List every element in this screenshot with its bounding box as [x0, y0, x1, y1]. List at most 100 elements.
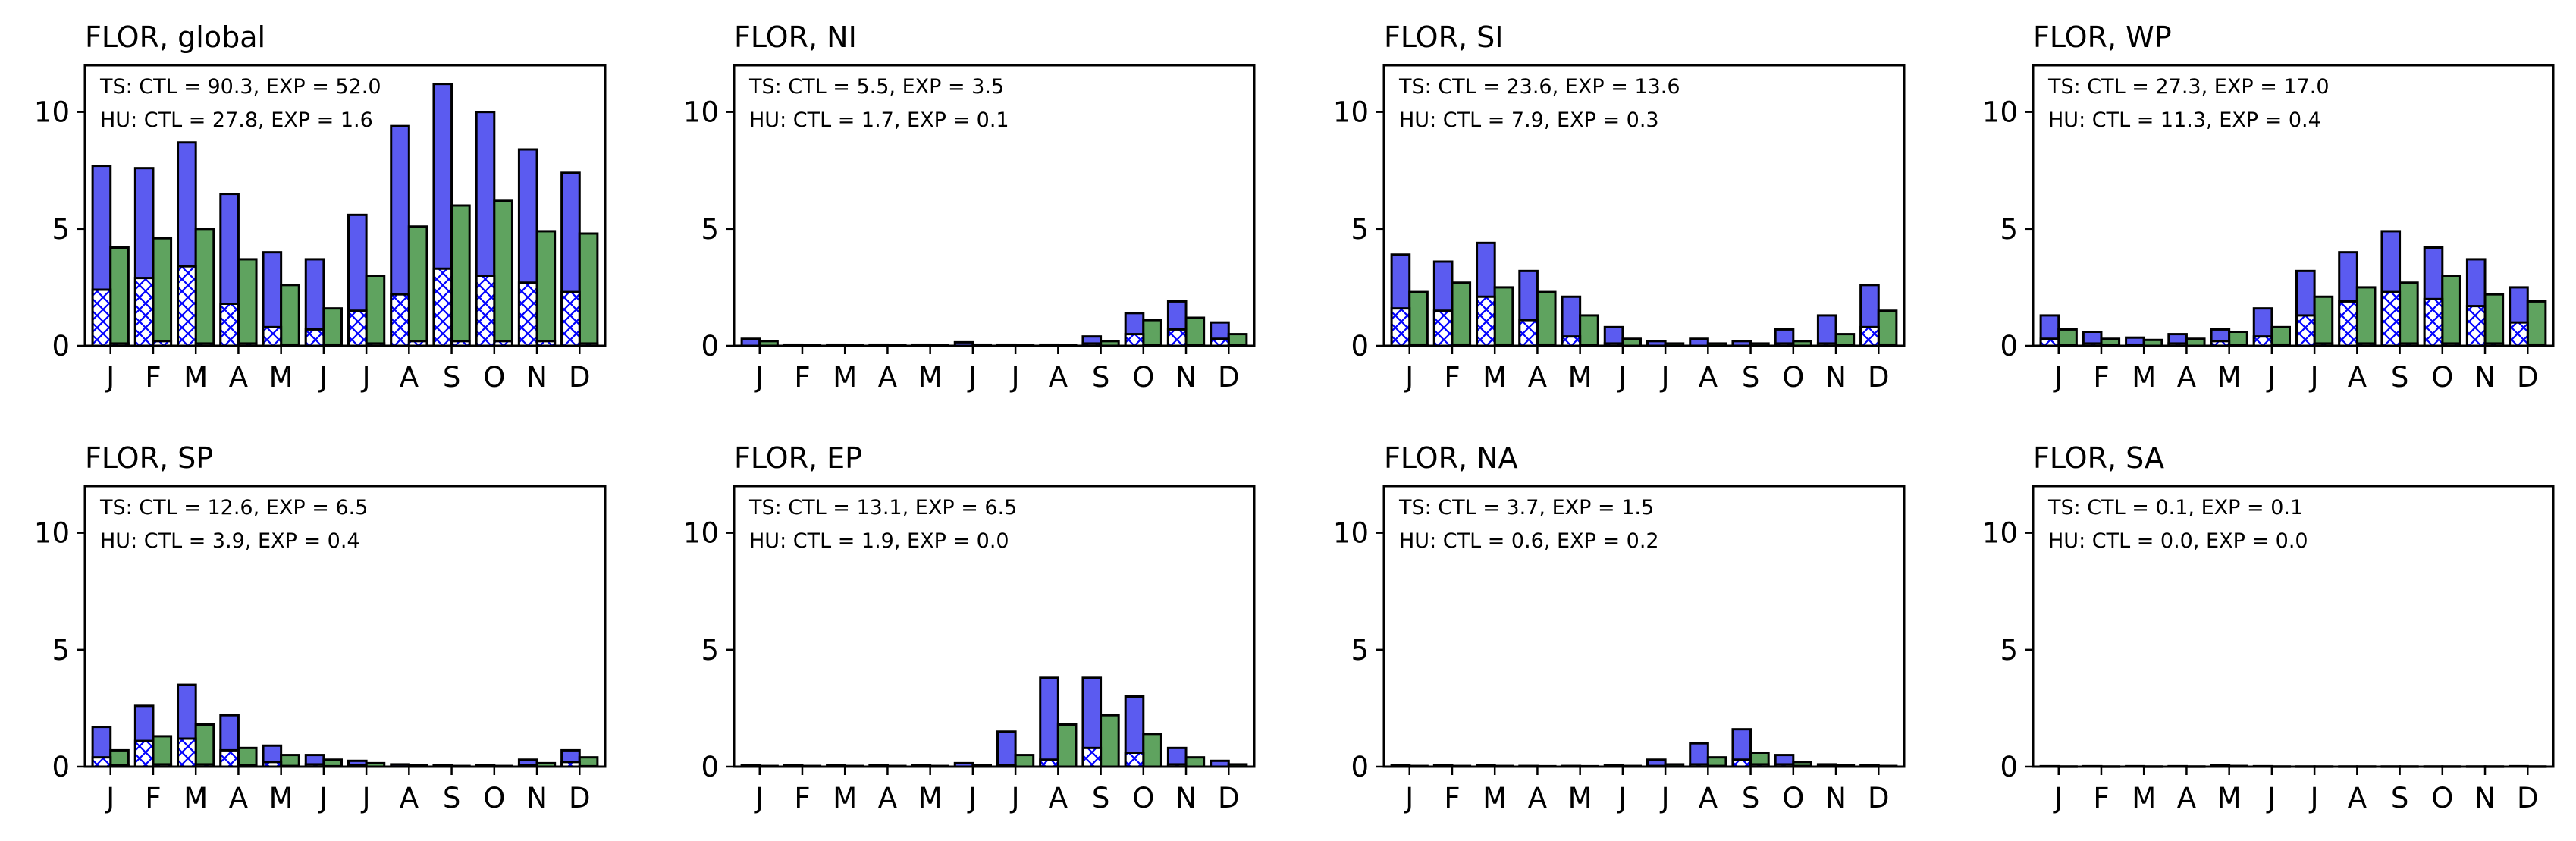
x-tick-label: J [754, 361, 764, 394]
x-tick-label: D [1218, 782, 1240, 814]
annotation-text: TS: CTL = 23.6, EXP = 13.6 [1398, 75, 1680, 99]
x-tick-label: J [2309, 361, 2319, 394]
bar-ts-exp [109, 748, 130, 768]
bar-ts-exp [2270, 325, 2292, 347]
bar-ts-exp [1100, 714, 1120, 768]
bar-hu-ctl [2252, 335, 2273, 347]
bar-hu-ctl [133, 277, 155, 347]
bar-hu-ctl [1518, 319, 1539, 347]
bar-ts-exp [322, 307, 344, 347]
x-tick-label: A [1049, 782, 1068, 814]
annotation-text: HU: CTL = 7.9, EXP = 0.3 [1399, 108, 1659, 132]
x-tick-label: O [2431, 361, 2453, 394]
bar-ts-exp [578, 232, 599, 347]
axes-frame [1382, 64, 1906, 347]
x-tick-label: M [918, 361, 943, 394]
bar-ts-exp [1408, 290, 1429, 347]
x-tick-label: F [794, 782, 810, 814]
x-tick-label: J [1010, 361, 1020, 394]
x-tick-label: J [1617, 782, 1627, 814]
bar-hu-ctl [1390, 307, 1411, 347]
y-tick-label: 0 [701, 330, 719, 362]
panel-title: FLOR, NA [1384, 441, 1518, 475]
bar-ts-exp [1056, 723, 1078, 768]
y-tick-label: 10 [1333, 96, 1369, 129]
annotation-text: HU: CTL = 27.8, EXP = 1.6 [100, 108, 373, 132]
axes-frame [733, 485, 1256, 768]
x-tick-label: S [1742, 782, 1760, 814]
y-tick-label: 10 [34, 517, 70, 550]
bar-ts-ctl [1689, 742, 1709, 768]
x-tick-label: A [1528, 782, 1547, 814]
y-tick-label: 0 [1351, 751, 1369, 783]
bar-hu-ctl [2465, 305, 2487, 347]
bar-ts-exp [1184, 316, 1206, 347]
bar-hu-ctl [2423, 297, 2444, 347]
bar-ts-exp [109, 246, 130, 347]
x-tick-label: S [1092, 782, 1110, 814]
bar-ts-exp [2313, 295, 2334, 347]
bar-ts-exp [280, 284, 300, 347]
y-tick-label: 5 [2000, 634, 2018, 667]
x-tick-label: J [2053, 361, 2063, 394]
bar-ts-exp [194, 723, 215, 768]
bar-hu-ctl [1859, 325, 1880, 347]
x-tick-label: A [878, 361, 897, 394]
bar-ts-exp [407, 225, 428, 347]
x-tick-label: D [2517, 361, 2539, 394]
x-tick-label: F [145, 361, 161, 394]
bar-hu-ctl [560, 290, 581, 347]
x-tick-label: F [2093, 782, 2109, 814]
axes-frame [733, 64, 1256, 347]
y-tick-label: 5 [52, 634, 70, 667]
bar-ts-exp [237, 258, 258, 347]
x-tick-label: A [2348, 361, 2367, 394]
panel-title: FLOR, WP [2033, 20, 2172, 54]
bar-hu-ctl [432, 267, 453, 347]
x-tick-label: A [2177, 782, 2196, 814]
bar-hu-ctl [475, 275, 496, 347]
x-tick-label: M [184, 361, 208, 394]
x-tick-label: J [1404, 782, 1414, 814]
x-tick-label: D [1868, 782, 1890, 814]
bar-ts-exp [1579, 314, 1599, 347]
x-tick-label: J [105, 361, 115, 394]
x-tick-label: A [1699, 361, 1718, 394]
x-tick-label: S [2391, 361, 2409, 394]
bar-ts-exp [1877, 309, 1898, 347]
axes-frame [83, 64, 607, 347]
y-tick-label: 5 [701, 213, 719, 246]
y-tick-label: 10 [1333, 517, 1369, 550]
y-tick-label: 0 [2000, 330, 2018, 362]
y-tick-label: 5 [52, 213, 70, 246]
bar-ts-exp [1014, 754, 1035, 768]
x-tick-label: M [269, 782, 293, 814]
y-tick-label: 10 [1982, 517, 2018, 550]
y-tick-label: 5 [1351, 634, 1369, 667]
bar-ts-exp [1536, 290, 1557, 347]
x-tick-label: M [269, 361, 293, 394]
x-tick-label: O [1782, 782, 1804, 814]
x-tick-label: J [105, 782, 115, 814]
annotation-text: HU: CTL = 11.3, EXP = 0.4 [2048, 108, 2321, 132]
bar-ts-exp [2355, 286, 2377, 347]
bar-ts-exp [2483, 293, 2505, 347]
y-tick-label: 5 [2000, 213, 2018, 246]
bar-hu-ctl [1432, 309, 1454, 347]
bar-hu-ctl [347, 309, 368, 347]
bar-ts-exp [365, 275, 386, 347]
x-tick-label: N [2474, 782, 2496, 814]
x-tick-label: F [1444, 361, 1460, 394]
bar-hu-ctl [2295, 314, 2316, 347]
axes-frame [83, 485, 607, 768]
x-tick-label: N [526, 361, 548, 394]
x-tick-label: A [1699, 782, 1718, 814]
annotation-text: TS: CTL = 90.3, EXP = 52.0 [99, 75, 381, 99]
bar-ts-exp [493, 199, 513, 347]
bar-ts-ctl [1039, 676, 1059, 768]
